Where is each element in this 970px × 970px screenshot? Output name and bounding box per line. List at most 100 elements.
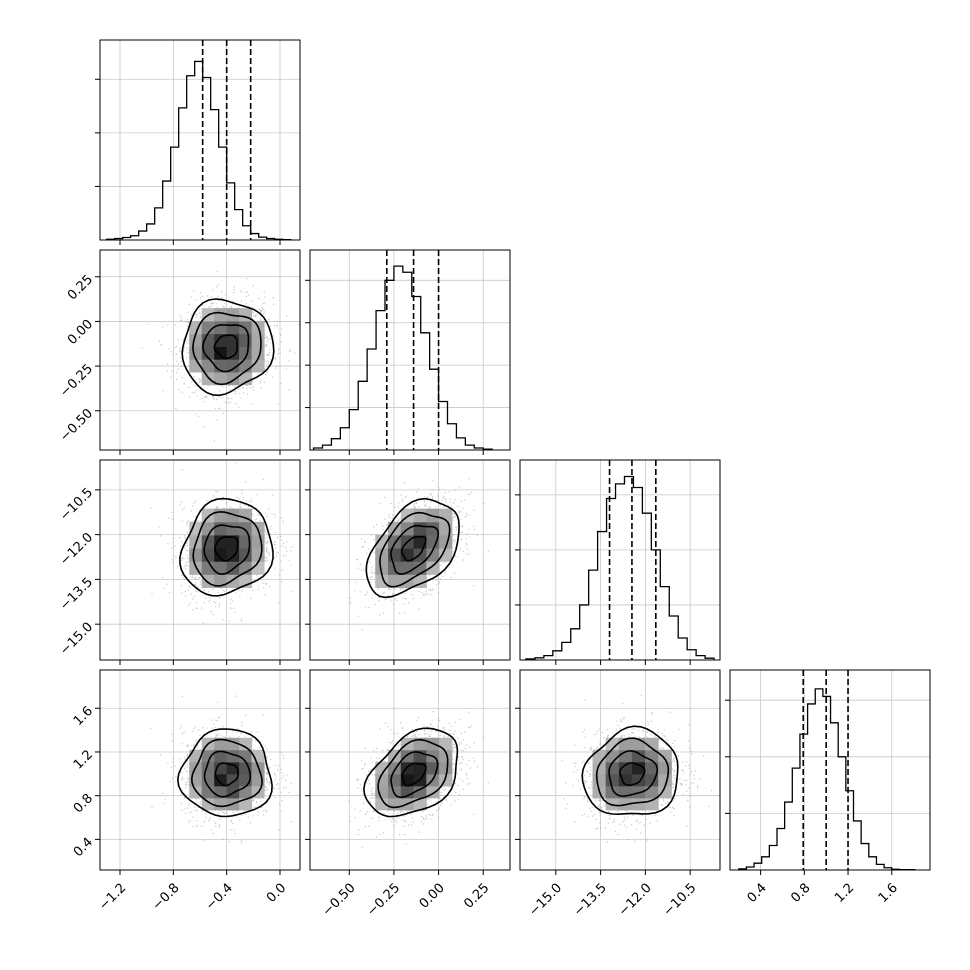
contour-2	[192, 311, 262, 386]
density-cell	[439, 749, 453, 763]
density-cell	[214, 371, 228, 386]
contour-2	[595, 737, 670, 807]
contour-0	[619, 762, 646, 787]
axes-frame	[309, 249, 511, 451]
density-cell	[631, 761, 646, 775]
x-tick-label: −13.5	[571, 881, 610, 920]
density-cell	[251, 548, 265, 562]
axes-frame	[99, 39, 301, 241]
x-tick-label: −0.50	[320, 881, 359, 920]
hist-panel-1	[305, 249, 511, 455]
contour-3	[363, 727, 459, 818]
y-tick-label: 0.4	[71, 835, 96, 860]
panel-content	[310, 670, 510, 870]
contour-0	[401, 762, 427, 787]
density-cell	[400, 785, 415, 799]
density-cell	[413, 508, 427, 523]
y-tick-label: −0.50	[57, 406, 96, 445]
y-tick-label: 0.00	[65, 317, 96, 348]
y-tick-label: 1.2	[71, 747, 96, 772]
density-cell	[201, 508, 215, 523]
density-cell	[645, 785, 659, 799]
contour-3	[176, 728, 273, 818]
hist-background	[310, 250, 510, 450]
x-tick-label: 0.25	[461, 881, 492, 912]
y-tick-label: −0.25	[57, 362, 96, 401]
density-cell	[239, 548, 253, 562]
density-cell	[439, 548, 453, 562]
scatter-panel-2-1	[305, 459, 511, 665]
axes-frame	[519, 669, 721, 871]
density-cell	[239, 333, 253, 347]
density-cell	[251, 534, 265, 549]
density-cell	[658, 785, 672, 799]
density-cell	[239, 320, 253, 335]
density-cell	[239, 737, 253, 751]
density-cell	[214, 320, 228, 335]
density-cell	[439, 737, 453, 751]
density-cell	[439, 761, 453, 775]
contour-0	[400, 535, 427, 562]
density-cell	[388, 548, 402, 562]
density-cell	[426, 548, 440, 562]
axes-frame	[729, 669, 931, 871]
contour-0	[213, 536, 239, 562]
density-cell	[645, 737, 659, 751]
density-cell	[592, 773, 607, 787]
density-cell	[201, 333, 215, 347]
density-cell	[388, 785, 402, 799]
density-cell	[631, 749, 646, 763]
scatter-panel-1-0	[95, 249, 301, 455]
density-cell	[605, 749, 620, 763]
scatter-points	[348, 478, 489, 631]
density-cell	[375, 761, 389, 775]
density-cell	[375, 785, 389, 799]
contour-3	[365, 497, 460, 599]
scatter-panel-3-2	[515, 669, 721, 875]
density-cell	[239, 346, 253, 360]
x-tick-label: −1.2	[96, 881, 129, 914]
contour-1	[390, 524, 440, 576]
density-cell	[426, 561, 440, 575]
x-tick-label: −12.0	[616, 881, 655, 920]
density-cell	[201, 574, 215, 588]
density-cell	[605, 797, 620, 811]
density-cell	[375, 574, 389, 588]
axes-frame	[309, 669, 511, 871]
contour-1	[390, 751, 439, 799]
density-cell	[201, 773, 215, 787]
density-cell	[214, 548, 228, 562]
density-cell	[201, 785, 215, 799]
hist-panel-0	[95, 39, 301, 245]
density-cell	[388, 773, 402, 787]
density-cell	[226, 521, 240, 536]
axes-frame	[309, 459, 511, 661]
density-cell	[239, 371, 253, 386]
scatter-panel-3-1	[305, 669, 511, 875]
density-cell	[413, 521, 427, 536]
x-tick-label: −0.4	[203, 881, 236, 914]
density-cell	[439, 521, 453, 536]
contour-3	[181, 298, 275, 397]
x-tick-label: 1.2	[832, 881, 857, 906]
density-cell	[251, 333, 265, 347]
histogram-series	[738, 688, 916, 871]
density-cell	[592, 761, 607, 775]
panel-content	[310, 460, 510, 660]
contour-0	[214, 762, 239, 787]
density-cell	[214, 346, 228, 360]
y-tick-label: −15.0	[57, 620, 96, 659]
density-cell	[189, 548, 203, 562]
density-cell	[226, 359, 240, 373]
density-cell	[605, 773, 620, 787]
contour-0	[213, 334, 239, 360]
x-tick-label: 0.4	[745, 881, 770, 906]
density-cell	[214, 333, 228, 347]
density-cell	[375, 548, 389, 562]
density-cell	[201, 797, 215, 811]
axes-frame	[99, 459, 301, 661]
panel-content	[520, 670, 720, 870]
density-cell	[426, 534, 440, 549]
axes-frame	[519, 459, 721, 661]
density-cell	[226, 320, 240, 335]
